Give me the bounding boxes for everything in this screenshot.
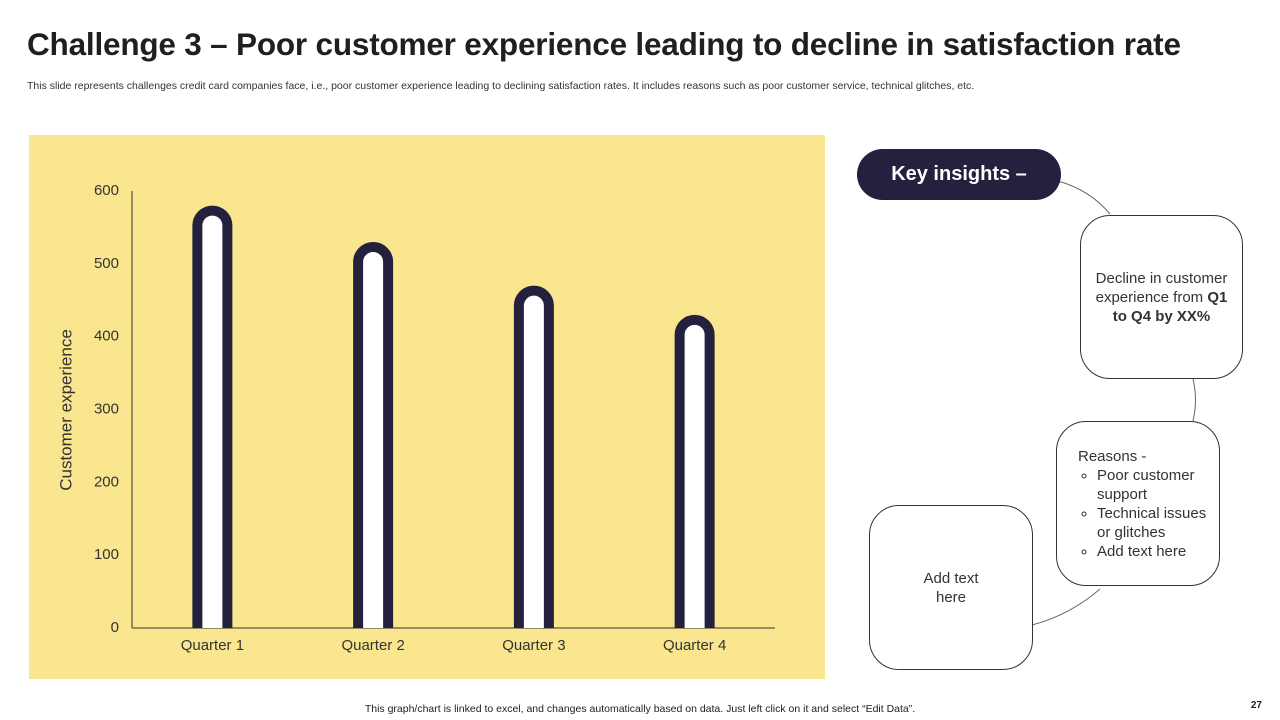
insights-title: Key insights – xyxy=(857,149,1061,200)
chart: Customer experience 0 100 200 300 400 500 600 Q… xyxy=(29,135,825,679)
y-tick-label: 600 xyxy=(94,182,119,199)
connector xyxy=(1031,588,1101,626)
bar xyxy=(513,285,554,628)
y-tick-label: 200 xyxy=(94,473,119,490)
insight-box: Decline in customer experience from Q1 t… xyxy=(1080,215,1243,379)
footer-note: This graph/chart is linked to excel, and… xyxy=(364,703,916,715)
bar xyxy=(192,205,233,628)
insight-bold: Q1 to Q4 by XX% xyxy=(1112,288,1228,325)
reasons-list: Poor customer supportTechnical issues or… xyxy=(1078,466,1219,561)
y-tick-label: 300 xyxy=(94,400,119,417)
slide-title: Challenge 3 – Poor customer experience l… xyxy=(27,26,1181,62)
reason-item: Technical issues or glitches xyxy=(1097,504,1219,542)
y-tick-label: 400 xyxy=(94,328,119,345)
connector xyxy=(1192,378,1196,422)
insight-box: Reasons - Poor customer supportTechnical… xyxy=(1056,421,1220,586)
y-tick-label: 100 xyxy=(94,546,119,563)
y-tick-label: 0 xyxy=(111,619,119,636)
reason-item: Add text here xyxy=(1097,542,1219,561)
page-number: 27 xyxy=(1250,700,1262,711)
reasons-heading: Reasons - xyxy=(1078,448,1147,465)
x-tick-label: Quarter 2 xyxy=(341,637,404,654)
slide-subtitle: This slide represents challenges credit … xyxy=(27,80,975,92)
x-tick-label: Quarter 1 xyxy=(181,637,244,654)
y-tick-label: 500 xyxy=(94,255,119,272)
y-axis-label: Customer experience xyxy=(56,329,75,491)
insight-text: Add text here xyxy=(923,569,979,606)
bar xyxy=(674,314,715,628)
bar xyxy=(353,242,394,628)
x-tick-label: Quarter 4 xyxy=(663,637,726,654)
reason-item: Poor customer support xyxy=(1097,466,1219,504)
connector xyxy=(1057,180,1111,215)
insight-box: Add text here xyxy=(869,505,1033,670)
x-tick-label: Quarter 3 xyxy=(502,637,565,654)
insight-text: Decline in customer experience from xyxy=(1095,269,1228,306)
